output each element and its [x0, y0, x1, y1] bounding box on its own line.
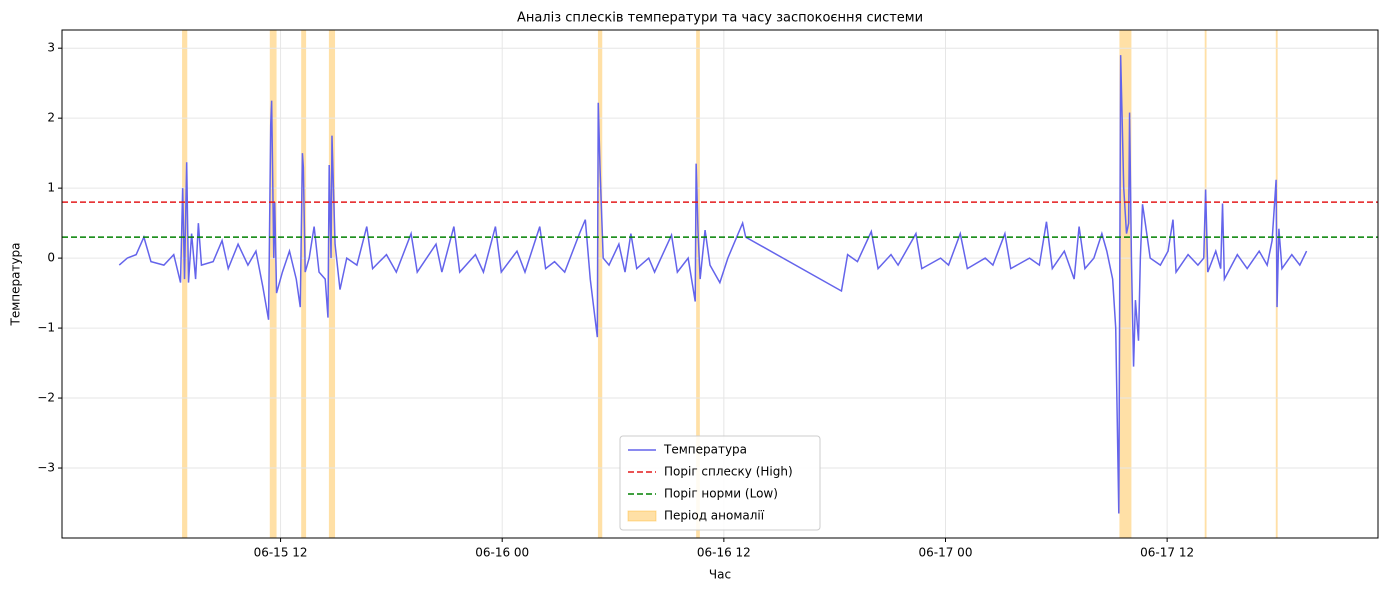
y-tick-label: 3: [47, 41, 55, 55]
data-line: [118, 55, 1308, 514]
legend-label: Температура: [663, 443, 747, 457]
y-tick-label: −3: [37, 461, 55, 475]
y-tick-label: 2: [47, 111, 55, 125]
chart-title: Аналіз сплесків температури та часу засп…: [517, 11, 923, 26]
anomaly-span: [328, 30, 336, 538]
anomaly-span: [1204, 30, 1207, 538]
x-tick-label: 06-16 12: [697, 546, 751, 560]
anomaly-span: [182, 30, 188, 538]
legend-label: Період аномалії: [664, 509, 765, 523]
y-axis-label: Температура: [9, 242, 23, 326]
y-tick-label: 0: [47, 251, 55, 265]
y-tick-label: −1: [37, 321, 55, 335]
x-tick-label: 06-15 12: [254, 546, 308, 560]
anomaly-span: [301, 30, 307, 538]
y-tick-label: 1: [47, 181, 55, 195]
anomaly-span: [269, 30, 277, 538]
legend-label: Поріг норми (Low): [664, 487, 778, 501]
x-tick-label: 06-17 00: [919, 546, 973, 560]
x-tick-label: 06-17 12: [1140, 546, 1194, 560]
y-tick-label: −2: [37, 391, 55, 405]
plot-frame: [61, 29, 1379, 539]
x-axis-label: Час: [709, 568, 731, 582]
anomaly-span: [597, 30, 603, 538]
legend-swatch: [627, 510, 657, 522]
legend: Температура Поріг сплеску (High) Поріг нор…: [619, 435, 821, 531]
x-tick-label: 06-16 00: [475, 546, 529, 560]
anomaly-span: [696, 30, 700, 538]
legend-label: Поріг сплеску (High): [664, 465, 793, 479]
legend-box: [619, 435, 821, 531]
